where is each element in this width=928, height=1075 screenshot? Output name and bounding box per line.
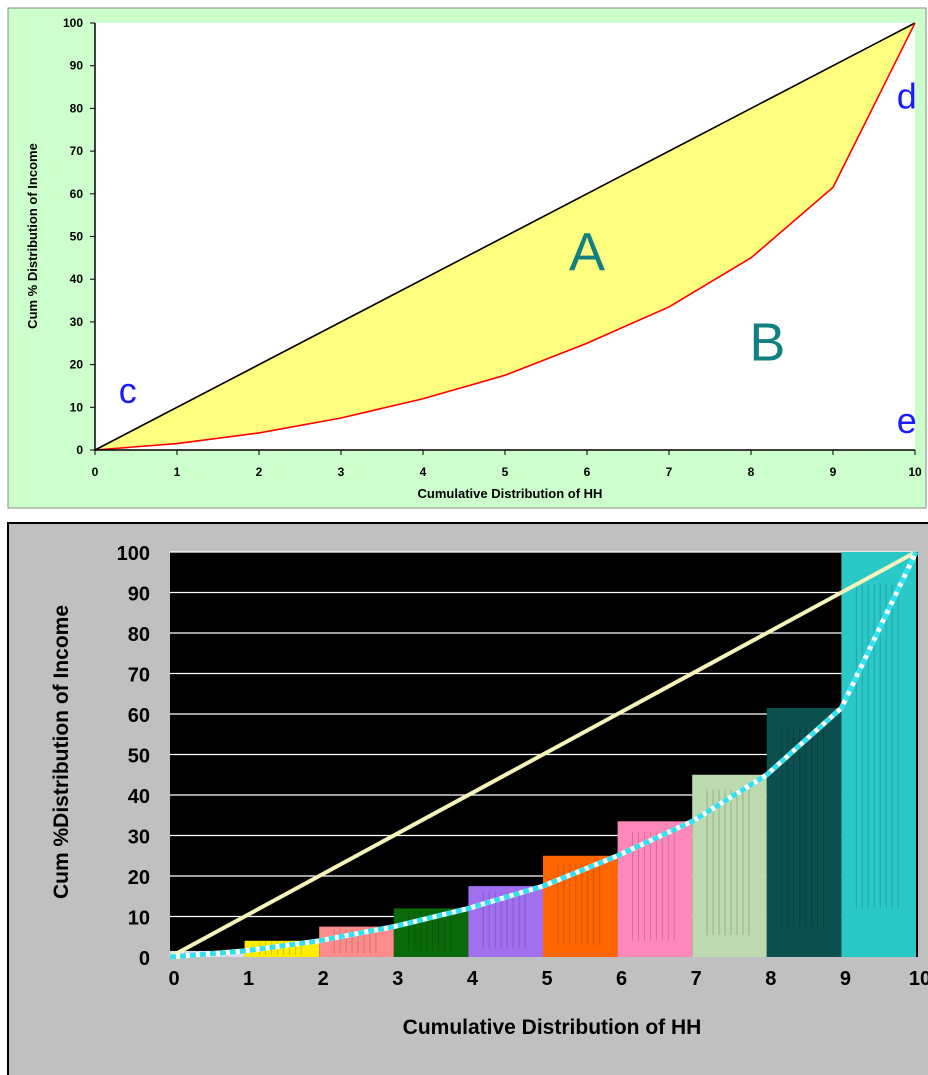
bar <box>244 940 320 957</box>
lorenz-curve <box>94 22 916 451</box>
x-tick-label: 6 <box>616 968 627 990</box>
y-tick-label: 50 <box>128 746 150 768</box>
x-tick-label: 8 <box>765 968 776 990</box>
x-tick-label: 1 <box>243 968 254 990</box>
equality-line <box>94 22 916 451</box>
bar <box>319 926 394 957</box>
bar <box>543 855 618 957</box>
y-tick-label: 40 <box>128 786 150 808</box>
x-tick-label: 7 <box>691 968 702 990</box>
lorenz-curve <box>169 550 919 960</box>
x-tick-label: 5 <box>502 465 509 479</box>
x-tick-label: 10 <box>909 968 928 990</box>
y-tick-label: 0 <box>139 948 150 970</box>
bar <box>766 707 842 957</box>
annotation-label-A: A <box>569 223 605 283</box>
y-tick-label: 70 <box>70 144 84 158</box>
x-tick-label: 4 <box>467 968 479 990</box>
equality-line <box>169 550 917 959</box>
x-tick-label: 7 <box>666 465 673 479</box>
bar <box>468 886 543 957</box>
x-axis-title: Cumulative Distribution of HH <box>403 1016 702 1039</box>
y-axis-title: Cum %Distribution of Income <box>50 605 73 899</box>
y-tick-label: 40 <box>70 272 84 286</box>
x-tick-label: 1 <box>174 465 181 479</box>
lorenz-area-chart: 0 10 20 30 40 50 60 70 80 90 100 0 1 2 3 4 5 6 7 8 9 10 A Bc d… <box>7 7 927 509</box>
y-tick-label: 30 <box>70 315 84 329</box>
x-tick-label: 9 <box>840 968 851 990</box>
y-tick-label: 10 <box>70 400 84 414</box>
x-tick-label: 3 <box>338 465 345 479</box>
x-tick-label: 2 <box>318 968 329 990</box>
lorenz-curve-outline <box>169 550 919 960</box>
bar <box>841 552 916 957</box>
x-tick-label: 10 <box>908 465 922 479</box>
annotation-label-B: B <box>749 312 785 372</box>
x-tick-label: 0 <box>92 465 99 479</box>
x-tick-label: 2 <box>256 465 263 479</box>
x-axis-title: Cumulative Distribution of HH <box>418 486 603 501</box>
x-tick-label: 0 <box>168 968 179 990</box>
bar <box>393 908 469 957</box>
y-tick-label: 80 <box>70 101 84 115</box>
y-tick-label: 20 <box>128 867 150 889</box>
y-tick-label: 80 <box>128 624 150 646</box>
x-tick-label: 3 <box>392 968 403 990</box>
chart-frame <box>7 522 928 1075</box>
annotation-label-d: d <box>897 75 917 116</box>
y-tick-label: 90 <box>70 59 84 73</box>
x-tick-label: 5 <box>541 968 552 990</box>
x-tick-label: 8 <box>748 465 755 479</box>
x-tick-label: 6 <box>584 465 591 479</box>
y-tick-label: 60 <box>70 187 84 201</box>
y-tick-label: 20 <box>70 358 84 372</box>
y-tick-label: 100 <box>117 543 150 565</box>
y-tick-label: 60 <box>128 705 150 727</box>
y-tick-label: 90 <box>128 584 150 606</box>
y-tick-label: 70 <box>128 665 150 687</box>
bar <box>692 774 767 957</box>
annotation-label-e: e <box>897 400 917 441</box>
annotation-label-c: c <box>119 370 137 411</box>
y-axis-title: Cum % Distribution of Income <box>25 143 40 329</box>
y-tick-label: 50 <box>70 230 84 244</box>
y-tick-label: 30 <box>128 827 150 849</box>
bar <box>170 950 245 957</box>
x-tick-label: 4 <box>420 465 427 479</box>
x-tick-label: 9 <box>830 465 837 479</box>
bar <box>617 821 693 957</box>
y-tick-label: 10 <box>128 908 150 930</box>
plot-area <box>170 552 918 957</box>
y-tick-label: 100 <box>63 16 83 30</box>
y-tick-label: 0 <box>76 443 83 457</box>
